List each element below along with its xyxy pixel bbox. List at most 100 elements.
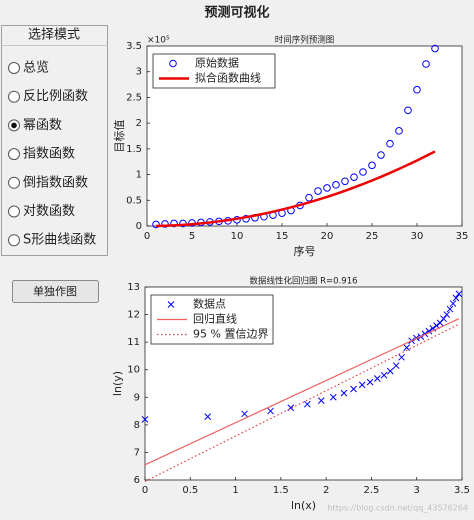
data-point — [422, 60, 430, 68]
data-point — [395, 127, 403, 135]
radio-label[interactable]: 总览 — [23, 60, 49, 76]
data-point — [386, 139, 394, 148]
y-tick-label: 3.5 — [126, 41, 142, 52]
legend — [152, 53, 276, 89]
radio-button[interactable] — [8, 234, 20, 247]
data-point — [386, 367, 394, 375]
data-point — [359, 168, 367, 176]
y-exponent: ×10⁵ — [147, 36, 170, 46]
radio-button[interactable] — [8, 148, 20, 161]
data-point — [303, 400, 311, 408]
x-tick-label: 35 — [456, 231, 469, 242]
radio-button[interactable] — [8, 205, 20, 218]
chart-title: 时间序列预测图 — [275, 35, 335, 46]
x-tick-label: 10 — [231, 231, 244, 242]
radio-label[interactable]: 对数函数 — [23, 204, 75, 219]
x-tick-label: 30 — [411, 231, 424, 242]
data-point — [366, 378, 374, 386]
y-tick-label: 9 — [134, 392, 140, 403]
x-tick-label: 0 — [142, 485, 148, 496]
window-title: 预测可视化 — [204, 5, 269, 21]
legend-label: 回归直线 — [193, 312, 237, 326]
watermark: https://blog.csdn.net/qq_43576264 — [328, 504, 468, 513]
radio-label[interactable]: 幂函数 — [23, 118, 62, 133]
data-point — [141, 415, 149, 423]
data-point — [350, 173, 358, 181]
y-tick-label: 3 — [136, 67, 142, 78]
data-point — [341, 177, 349, 186]
x-tick-label: 0.5 — [182, 485, 198, 496]
data-point — [413, 85, 421, 94]
x-tick-label: 1 — [232, 485, 238, 496]
data-point — [446, 305, 454, 313]
data-point — [358, 381, 366, 389]
data-point — [340, 389, 348, 397]
y-tick-label: 0 — [136, 221, 142, 232]
plot-button[interactable] — [12, 280, 99, 303]
y-tick-label: 2 — [136, 118, 142, 129]
data-point — [440, 315, 447, 323]
y-axis-label: ln(y) — [111, 371, 124, 396]
x-tick-label: 3.5 — [454, 485, 470, 496]
data-point — [398, 353, 405, 361]
radio-button[interactable] — [8, 62, 20, 74]
radio-label[interactable]: 指数函数 — [23, 147, 75, 162]
data-point — [170, 219, 178, 228]
data-point — [431, 44, 439, 53]
data-point — [373, 375, 381, 382]
data-point — [241, 410, 248, 418]
data-point — [443, 311, 451, 318]
y-axis-label: 目标值 — [112, 120, 126, 153]
y-tick-label: 0.5 — [126, 195, 142, 206]
data-point — [350, 385, 357, 393]
data-point — [455, 290, 463, 298]
x-tick-label: 2.5 — [363, 485, 379, 496]
x-tick-label: 25 — [366, 231, 379, 242]
data-point — [314, 187, 322, 195]
x-axis-label: ln(x) — [291, 499, 316, 512]
legend-marker — [169, 59, 177, 68]
data-point — [404, 106, 412, 115]
data-point — [267, 407, 274, 415]
y-tick-label: 1 — [136, 170, 142, 181]
legend-label: 95 % 置信边界 — [193, 328, 268, 341]
data-point — [332, 181, 340, 189]
data-line — [155, 150, 436, 228]
data-point — [449, 300, 457, 307]
x-tick-label: 3 — [414, 485, 420, 496]
radio-label[interactable]: 反比例函数 — [23, 89, 88, 104]
y-tick-label: 12 — [127, 310, 140, 321]
data-point — [452, 294, 460, 302]
data-point — [323, 184, 331, 192]
y-tick-label: 8 — [134, 420, 140, 431]
data-point — [305, 193, 313, 202]
radio-dot[interactable] — [11, 122, 17, 129]
data-point — [392, 362, 400, 369]
y-tick-label: 13 — [127, 282, 140, 293]
data-point — [380, 371, 388, 379]
radio-label[interactable]: 倒指数函数 — [23, 175, 88, 190]
legend-label: 数据点 — [193, 297, 226, 311]
data-point — [329, 393, 337, 401]
data-line — [144, 318, 460, 466]
radio-label[interactable]: S形曲线函数 — [23, 233, 96, 248]
radio-button[interactable] — [8, 90, 20, 103]
legend-label: 拟合函数曲线 — [195, 71, 261, 85]
y-tick-label: 6 — [134, 475, 140, 486]
legend-label: 原始数据 — [195, 56, 239, 70]
radio-button[interactable] — [8, 176, 20, 189]
x-tick-label: 1.5 — [273, 485, 289, 496]
plot-button-label[interactable]: 单独作图 — [33, 285, 77, 298]
x-tick-label: 0 — [144, 231, 150, 242]
data-point — [368, 161, 376, 170]
data-point — [403, 344, 411, 352]
y-tick-label: 7 — [134, 447, 140, 458]
x-axis-label: 序号 — [294, 244, 316, 258]
legend-marker — [167, 301, 175, 308]
data-point — [161, 220, 169, 228]
panel-title: 选择模式 — [28, 28, 80, 43]
x-tick-label: 5 — [189, 231, 195, 242]
x-tick-label: 15 — [276, 231, 289, 242]
